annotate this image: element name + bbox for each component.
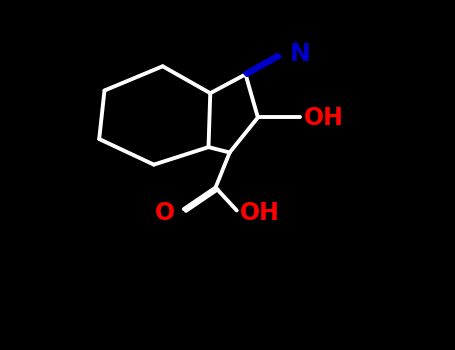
Text: N: N (290, 42, 310, 66)
Text: OH: OH (240, 201, 280, 225)
Text: OH: OH (304, 106, 344, 130)
Text: O: O (155, 201, 175, 225)
